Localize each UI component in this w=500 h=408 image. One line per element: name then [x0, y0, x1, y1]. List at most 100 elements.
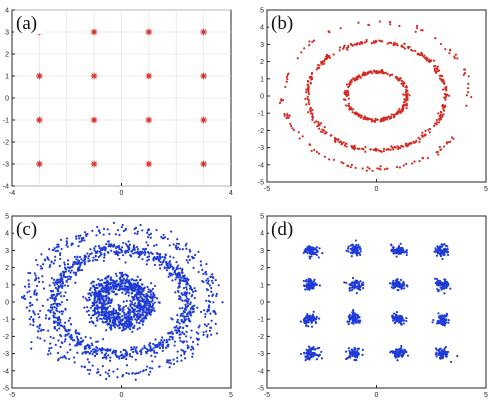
data-point	[437, 112, 440, 115]
data-point	[311, 116, 314, 119]
data-point	[467, 75, 470, 78]
data-point	[83, 306, 86, 309]
panel-label-background	[14, 12, 44, 34]
data-point	[353, 43, 356, 46]
data-point	[59, 303, 62, 306]
data-point	[154, 257, 157, 260]
data-point	[361, 348, 364, 351]
data-point	[53, 297, 56, 300]
data-point	[104, 317, 108, 321]
data-point	[134, 358, 137, 361]
data-point	[80, 268, 84, 272]
data-point	[108, 369, 111, 372]
data-point	[304, 358, 307, 362]
data-point	[86, 306, 89, 309]
data-point	[148, 255, 151, 258]
data-point	[172, 256, 175, 259]
data-point	[118, 233, 121, 237]
data-point	[452, 137, 455, 140]
data-point	[76, 256, 79, 259]
data-point	[96, 308, 99, 311]
data-point	[302, 251, 305, 254]
data-point	[407, 143, 411, 146]
data-point	[456, 57, 459, 60]
y-tick-label: -2	[3, 334, 9, 341]
data-point	[58, 322, 61, 326]
data-point	[346, 48, 349, 51]
y-tick-label: -4	[3, 368, 9, 375]
data-point	[189, 314, 193, 317]
data-point	[138, 326, 141, 330]
data-point	[78, 240, 81, 243]
data-point	[307, 99, 311, 102]
data-point	[402, 103, 405, 107]
data-point	[146, 259, 149, 262]
data-point	[188, 292, 191, 295]
data-point	[312, 310, 315, 313]
data-point	[433, 122, 436, 125]
data-point	[467, 82, 470, 85]
y-tick-label: 5	[260, 8, 264, 15]
data-point	[163, 256, 166, 259]
data-point	[137, 312, 140, 315]
data-point	[128, 355, 132, 358]
data-point	[66, 351, 69, 354]
data-point	[104, 277, 108, 280]
data-point	[111, 313, 115, 316]
data-point	[90, 282, 93, 285]
data-point	[94, 349, 98, 352]
data-point	[187, 298, 190, 301]
data-point	[65, 243, 68, 247]
data-point	[115, 283, 118, 286]
data-point	[154, 346, 157, 349]
data-point	[167, 361, 170, 364]
data-point	[27, 285, 31, 288]
data-point	[46, 256, 49, 259]
data-point	[156, 345, 159, 349]
plot-area	[11, 215, 232, 389]
data-point	[186, 277, 189, 280]
data-point	[35, 276, 38, 280]
data-point	[308, 250, 311, 254]
data-point	[334, 138, 337, 141]
data-point	[28, 301, 32, 304]
data-point	[309, 106, 312, 109]
y-tick-label: 2	[5, 265, 9, 272]
data-point	[132, 311, 135, 314]
data-point	[378, 39, 381, 42]
data-point	[358, 74, 361, 77]
data-point	[321, 130, 324, 134]
data-point	[181, 248, 184, 251]
data-point	[305, 316, 308, 320]
data-point	[378, 20, 381, 23]
data-point	[114, 272, 117, 275]
data-point	[206, 335, 209, 339]
data-point	[354, 351, 357, 354]
data-point	[131, 330, 134, 333]
data-point	[166, 361, 169, 364]
data-point	[312, 39, 316, 42]
data-point	[93, 312, 96, 316]
data-point	[96, 294, 99, 298]
data-point	[63, 261, 66, 264]
data-point	[183, 352, 186, 356]
data-point	[180, 359, 183, 362]
data-point	[344, 104, 348, 107]
data-point	[156, 252, 159, 256]
data-point	[414, 49, 417, 53]
data-point	[139, 308, 142, 311]
data-point	[316, 347, 319, 350]
data-point	[161, 343, 165, 347]
data-point	[403, 284, 406, 287]
data-point	[36, 336, 39, 339]
data-point	[434, 37, 437, 40]
data-point	[285, 75, 289, 79]
data-point	[172, 243, 175, 246]
data-point	[382, 147, 386, 150]
data-point	[138, 254, 142, 257]
data-point	[130, 291, 134, 294]
data-point	[146, 231, 149, 234]
data-point	[194, 289, 197, 293]
data-point	[149, 251, 152, 254]
data-point	[361, 353, 364, 356]
